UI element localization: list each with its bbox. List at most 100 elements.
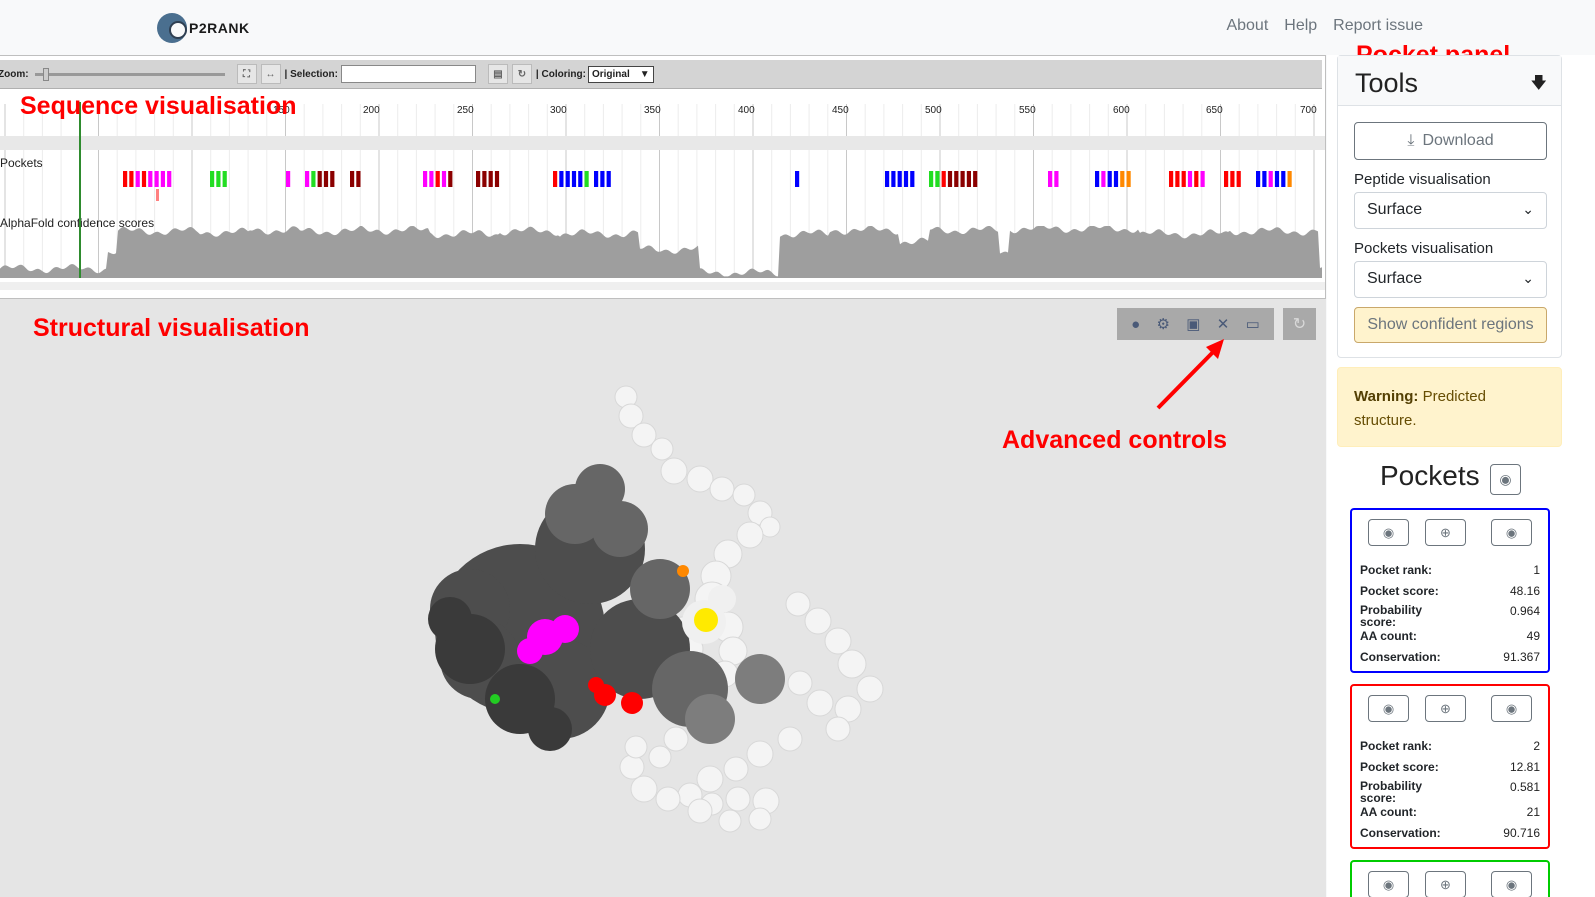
help-icon[interactable]: ● (1131, 315, 1141, 333)
track-scrollbar[interactable] (0, 282, 1326, 290)
pocket-residue-mark[interactable] (903, 171, 909, 187)
zoom-slider-thumb[interactable] (42, 67, 49, 81)
selection-input[interactable] (340, 65, 476, 83)
pocket-residue-mark[interactable] (154, 171, 159, 187)
pocket-residue-mark[interactable] (1194, 171, 1199, 187)
pocket-residue-mark[interactable] (553, 171, 558, 187)
pocket-residue-mark[interactable] (311, 171, 316, 187)
pocket-residue-mark[interactable] (559, 171, 564, 187)
reset-camera-icon[interactable]: ↻ (1283, 308, 1316, 340)
gear-icon[interactable]: ⚙ (1156, 316, 1170, 333)
pocket-card[interactable]: ◉ ⊕ ◉ (1350, 860, 1550, 897)
pocket-residue-mark[interactable] (954, 171, 959, 187)
pocket-residue-mark[interactable] (123, 171, 128, 187)
coloring-select[interactable]: Original ▼ (587, 65, 654, 83)
pocket-residue-mark[interactable] (423, 171, 428, 187)
pocket-residue-mark[interactable] (317, 171, 322, 187)
pocket-show-eye-icon[interactable]: ◉ (1368, 519, 1409, 546)
pocket-highlight-eye-icon[interactable]: ◉ (1491, 519, 1532, 546)
pocket-residue-mark[interactable] (885, 171, 890, 187)
pocket-residue-mark[interactable] (1187, 171, 1193, 187)
pocket-residue-mark[interactable] (1107, 171, 1112, 187)
pocket-residue-mark[interactable] (305, 171, 310, 187)
pocket-residue-mark[interactable] (1095, 171, 1100, 187)
nav-link-help[interactable]: Help (1284, 17, 1318, 34)
sequence-track-svg[interactable]: 150 200 250 300 350 400 450 500 550 600 … (0, 56, 1326, 299)
pocket-residue-mark[interactable] (584, 171, 589, 187)
pocket-residue-mark[interactable] (1048, 171, 1053, 187)
pocket-focus-crosshair-icon[interactable]: ⊕ (1425, 695, 1466, 722)
zoom-slider[interactable] (34, 67, 225, 81)
pocket-residue-mark[interactable] (129, 171, 134, 187)
pocket-residue-mark[interactable] (1281, 171, 1286, 187)
pocket-show-eye-icon[interactable]: ◉ (1368, 695, 1409, 722)
pocket-residue-mark[interactable] (571, 171, 577, 187)
toggle-all-pockets-eye-icon[interactable]: ◉ (1490, 464, 1521, 495)
pocket-residue-mark[interactable] (1236, 171, 1241, 187)
pocket-residue-mark[interactable] (1126, 171, 1131, 187)
pocket-residue-mark[interactable] (1256, 171, 1261, 187)
pocket-residue-mark[interactable] (594, 171, 599, 187)
pocket-residue-mark[interactable] (156, 189, 159, 201)
pocket-residue-mark[interactable] (1262, 171, 1267, 187)
pocket-focus-crosshair-icon[interactable]: ⊕ (1425, 871, 1466, 897)
pocket-residue-mark[interactable] (330, 171, 335, 187)
pocket-residue-mark[interactable] (1175, 171, 1180, 187)
pocket-residue-mark[interactable] (323, 171, 329, 187)
pockets-vis-select[interactable]: Surface ⌄ (1354, 261, 1547, 298)
nav-link-report-issue[interactable]: Report issue (1333, 17, 1423, 34)
pocket-residue-mark[interactable] (448, 171, 453, 187)
pocket-highlight-eye-icon[interactable]: ◉ (1491, 695, 1532, 722)
pocket-residue-mark[interactable] (210, 171, 215, 187)
download-button[interactable]: ⤓ Download (1354, 122, 1547, 160)
refresh-selection-icon[interactable]: ↻ (511, 64, 532, 84)
show-confident-regions-button[interactable]: Show confident regions (1354, 307, 1547, 343)
pocket-residue-mark[interactable] (1054, 171, 1059, 187)
pocket-residue-mark[interactable] (578, 171, 583, 187)
pocket-residue-mark[interactable] (350, 171, 355, 187)
structure-viewer[interactable] (0, 299, 1326, 897)
pocket-residue-mark[interactable] (167, 171, 172, 187)
fullscreen-icon[interactable]: ▭ (1245, 316, 1260, 333)
pocket-card[interactable]: ◉ ⊕ ◉ Pocket rank: 2 Pocket score: 12.81 Probab… (1350, 684, 1550, 849)
pocket-residue-mark[interactable] (1200, 171, 1205, 187)
pocket-residue-mark[interactable] (135, 171, 140, 187)
pocket-residue-mark[interactable] (494, 171, 500, 187)
pocket-residue-mark[interactable] (1274, 171, 1280, 187)
camera-icon[interactable]: ▣ (1186, 316, 1201, 333)
nav-link-about[interactable]: About (1226, 17, 1269, 34)
pocket-residue-mark[interactable] (600, 171, 605, 187)
pocket-residue-mark[interactable] (216, 171, 221, 187)
expand-horizontal-icon[interactable]: ↔ (260, 64, 281, 84)
p2rank-logo[interactable]: P2RANK (157, 13, 250, 43)
list-icon[interactable]: ▤ (487, 64, 508, 84)
pocket-residue-mark[interactable] (1268, 171, 1273, 187)
pocket-residue-mark[interactable] (973, 171, 978, 187)
pocket-residue-mark[interactable] (482, 171, 487, 187)
pocket-card[interactable]: ◉ ⊕ ◉ Pocket rank: 1 Pocket score: 48.16 Probab… (1350, 508, 1550, 673)
pocket-residue-mark[interactable] (222, 171, 227, 187)
pocket-residue-mark[interactable] (141, 171, 147, 187)
pocket-residue-mark[interactable] (441, 171, 447, 187)
pocket-residue-mark[interactable] (935, 171, 940, 187)
pocket-residue-mark[interactable] (1120, 171, 1125, 187)
pocket-residue-mark[interactable] (1287, 171, 1292, 187)
pocket-residue-mark[interactable] (947, 171, 953, 187)
pocket-residue-mark[interactable] (435, 171, 440, 187)
pocket-residue-mark[interactable] (286, 171, 291, 187)
peptide-vis-select[interactable]: Surface ⌄ (1354, 192, 1547, 229)
pocket-residue-mark[interactable] (148, 171, 153, 187)
pocket-residue-mark[interactable] (1101, 171, 1106, 187)
protein-structure-render[interactable] (0, 299, 1326, 897)
pocket-residue-mark[interactable] (606, 171, 611, 187)
pocket-residue-mark[interactable] (476, 171, 481, 187)
pocket-residue-mark[interactable] (966, 171, 971, 187)
pocket-residue-mark[interactable] (1113, 171, 1119, 187)
pocket-residue-mark[interactable] (897, 171, 902, 187)
pocket-residue-mark[interactable] (1181, 171, 1186, 187)
pocket-highlight-eye-icon[interactable]: ◉ (1491, 871, 1532, 897)
fit-view-icon[interactable]: ⛶ (236, 64, 257, 84)
ligand-marker[interactable] (694, 608, 718, 632)
pocket-residue-mark[interactable] (565, 171, 570, 187)
collapse-arrow-icon[interactable]: 🡇 (1530, 75, 1547, 92)
